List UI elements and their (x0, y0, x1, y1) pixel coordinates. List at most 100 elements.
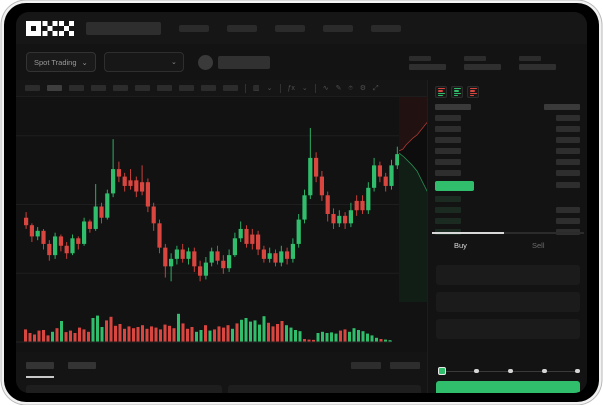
tablet-device-frame: Spot Trading ⌄ ⌄ (4, 3, 599, 402)
slider-stop-75[interactable] (542, 368, 547, 373)
orderbook-row-ask[interactable] (435, 137, 461, 143)
orderbook-row-ask[interactable] (556, 148, 580, 154)
orderbook-row-ask[interactable] (556, 126, 580, 132)
market-stat-1-label (409, 56, 431, 61)
buy-submit-button[interactable] (436, 381, 580, 393)
order-amount-field[interactable] (436, 292, 580, 312)
mode-line-bid (454, 90, 459, 92)
slider-handle[interactable] (438, 367, 446, 375)
top-navigation-bar (16, 12, 587, 44)
tab-track (432, 232, 584, 234)
mode-line-bid (454, 94, 458, 96)
timeframe-button-3[interactable] (69, 85, 84, 91)
mode-line-ask (438, 88, 445, 90)
orderbook-row-bid[interactable] (435, 196, 461, 202)
amount-percent-slider[interactable] (438, 366, 580, 376)
tab-sell[interactable]: Sell (532, 241, 545, 250)
mode-line-bid (438, 92, 445, 94)
nav-item-4[interactable] (323, 24, 353, 32)
tab-buy[interactable]: Buy (454, 241, 467, 250)
chevron-down-icon: ⌄ (81, 57, 88, 67)
orderbook-last-price-highlight[interactable] (435, 181, 474, 191)
slider-stop-100[interactable] (575, 368, 580, 373)
orderbook-row-ask[interactable] (556, 137, 580, 143)
market-subheader: Spot Trading ⌄ ⌄ (16, 44, 587, 80)
orderbook-row-bid[interactable] (556, 182, 580, 188)
nav-item-5[interactable] (371, 24, 401, 32)
fullscreen-icon[interactable]: ⤢ (373, 84, 379, 92)
timeframe-button-2[interactable] (47, 85, 62, 91)
mode-line-ask (438, 90, 443, 92)
timeframe-button-10[interactable] (223, 85, 238, 91)
orderbook-row-ask[interactable] (435, 115, 461, 121)
mode-line-bid (438, 94, 443, 96)
slider-stop-25[interactable] (474, 368, 479, 373)
candlestick-series (16, 127, 427, 282)
orderbook-mode-bids[interactable] (451, 86, 463, 98)
market-stat-1-value (409, 64, 446, 70)
orderbook-row-ask[interactable] (556, 159, 580, 165)
order-total-field[interactable] (436, 319, 580, 339)
orderbook-row-bid[interactable] (435, 207, 461, 213)
orderbook-row-ask[interactable] (435, 170, 461, 176)
okx-logo-icon (26, 20, 74, 36)
market-stat-1 (409, 56, 446, 70)
timeframe-button-6[interactable] (135, 85, 150, 91)
chevron-down-icon: ⌄ (170, 59, 177, 66)
timeframe-button-5[interactable] (113, 85, 128, 91)
trading-pair-dropdown[interactable]: ⌄ (103, 52, 184, 72)
toolbar-divider (314, 83, 316, 93)
order-form-tabs: Buy Sell (428, 232, 587, 258)
search-input[interactable] (86, 21, 161, 35)
nav-item-1[interactable] (179, 24, 209, 32)
slider-stop-50[interactable] (508, 368, 513, 373)
order-price-field[interactable] (436, 265, 580, 285)
timeframe-button-7[interactable] (157, 85, 172, 91)
bottom-action-1[interactable] (351, 362, 381, 369)
orderbook-row-ask[interactable] (435, 148, 461, 154)
orderbook-row-bid[interactable] (556, 218, 580, 224)
trendline-icon[interactable]: ∿ (322, 84, 329, 92)
orderbook-row-bid[interactable] (435, 218, 461, 224)
candle-type-icon[interactable]: ▥ (253, 84, 260, 92)
orderbook-row-bid[interactable] (556, 207, 580, 213)
timeframe-button-9[interactable] (201, 85, 216, 91)
toolbar-divider (279, 83, 281, 93)
timeframe-button-4[interactable] (91, 85, 106, 91)
mode-line-bid (454, 88, 461, 90)
tab-order-history[interactable] (68, 362, 96, 369)
orderbook-row-ask[interactable] (435, 159, 461, 165)
market-stat-3-value (519, 64, 556, 70)
tab-open-orders[interactable] (26, 362, 54, 369)
indicator-caret-icon[interactable]: ⌄ (301, 84, 308, 92)
pencil-icon[interactable]: ✎ (335, 84, 342, 92)
candle-type-caret-icon[interactable]: ⌄ (266, 84, 273, 92)
orderbook-row-ask[interactable] (435, 126, 461, 132)
orderbook-row-ask[interactable] (556, 170, 580, 176)
candlestick-chart[interactable] (16, 97, 427, 312)
nav-item-3[interactable] (275, 24, 305, 32)
toolbar-divider (245, 83, 246, 93)
mode-line-bid (454, 92, 461, 94)
orderbook-row-ask[interactable] (556, 115, 580, 121)
orderbook-mode-asks[interactable] (467, 86, 479, 98)
pair-name-label (217, 55, 270, 69)
coin-avatar (197, 54, 213, 70)
orderbook-mode-both[interactable] (435, 86, 447, 98)
spot-trading-dropdown[interactable]: Spot Trading ⌄ (26, 52, 96, 72)
chart-toolbar: ▥ ⌄ ƒx ⌄ ∿ ✎ ⌾ ⚙ ⤢ (16, 80, 427, 97)
settings-icon[interactable]: ⚙ (359, 84, 367, 92)
timeframe-button-8[interactable] (179, 85, 194, 91)
orderbook-header-amount (544, 104, 580, 110)
bottom-action-2[interactable] (390, 362, 420, 369)
orderbook[interactable] (428, 104, 587, 235)
okx-logo[interactable] (26, 20, 74, 36)
timeframe-button-1[interactable] (25, 85, 40, 91)
indicator-icon[interactable]: ƒx (287, 84, 295, 92)
camera-icon[interactable]: ⌾ (348, 84, 353, 92)
market-stat-3-label (519, 56, 541, 61)
orders-panel (16, 352, 427, 393)
mode-line-ask (470, 92, 477, 94)
market-stat-2-label (464, 56, 486, 61)
nav-item-2[interactable] (227, 24, 257, 32)
